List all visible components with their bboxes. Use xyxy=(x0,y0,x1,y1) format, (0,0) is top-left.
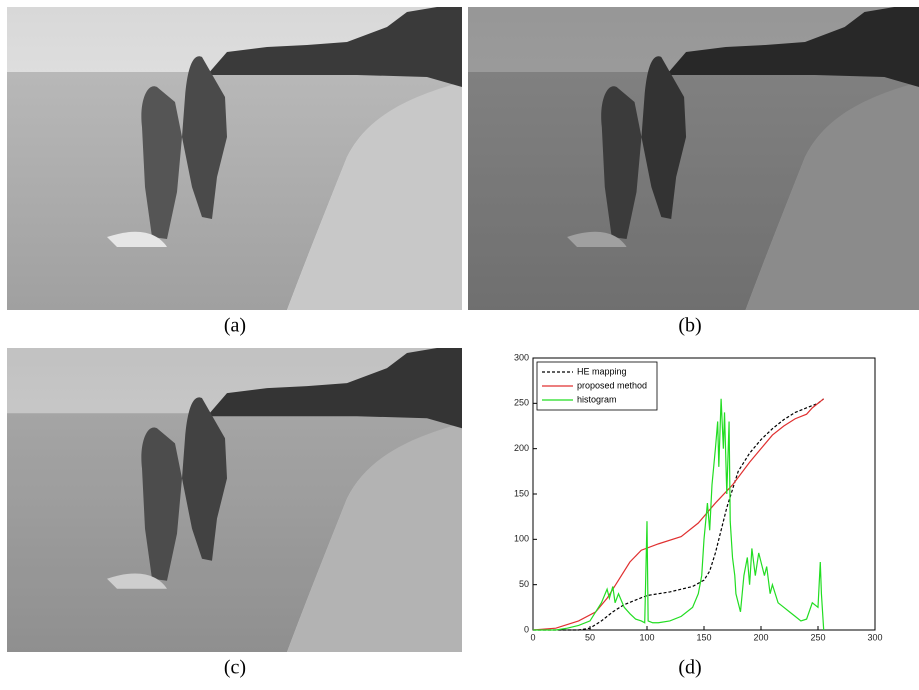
caption: (b) xyxy=(678,315,701,337)
sand xyxy=(287,423,462,652)
trees xyxy=(207,348,462,429)
series-line xyxy=(533,398,825,631)
y-tick-label: 200 xyxy=(514,443,529,453)
shade xyxy=(468,7,919,310)
shade xyxy=(7,348,462,652)
person xyxy=(141,427,182,581)
y-tick-label: 150 xyxy=(514,488,529,498)
trees xyxy=(666,7,919,87)
y-tick-label: 250 xyxy=(514,398,529,408)
y-tick-label: 300 xyxy=(514,352,529,362)
x-tick-label: 300 xyxy=(867,632,882,642)
caption: (a) xyxy=(224,315,246,337)
x-tick-label: 250 xyxy=(810,632,825,642)
photo xyxy=(7,348,462,652)
photo xyxy=(7,7,462,310)
chart: 0 50 100 150 200 250 300 0 50 100 150 200 250 300 HE m… xyxy=(514,352,883,642)
y-tick-label: 100 xyxy=(514,534,529,544)
x-tick-label: 100 xyxy=(639,632,654,642)
legend-label: proposed method xyxy=(577,380,647,390)
x-tick-label: 200 xyxy=(753,632,768,642)
person xyxy=(641,56,687,219)
legend-label: histogram xyxy=(577,394,617,404)
sand xyxy=(745,82,919,310)
person xyxy=(601,86,642,239)
person xyxy=(182,56,227,219)
x-tick-label: 150 xyxy=(696,632,711,642)
foam xyxy=(567,231,627,247)
person xyxy=(141,86,182,239)
foam xyxy=(107,573,167,589)
water xyxy=(468,72,919,310)
photo xyxy=(468,7,919,310)
caption: (d) xyxy=(678,657,701,679)
water xyxy=(7,72,462,310)
series-line xyxy=(532,398,825,631)
water xyxy=(7,413,462,652)
legend-label: HE mapping xyxy=(577,366,627,376)
foam xyxy=(107,231,167,247)
x-tick-label: 0 xyxy=(530,632,535,642)
trees xyxy=(207,7,462,87)
y-tick-label: 50 xyxy=(519,579,529,589)
person xyxy=(182,397,227,561)
sand xyxy=(287,82,462,310)
caption: (c) xyxy=(224,657,246,679)
x-tick-label: 50 xyxy=(585,632,595,642)
series-line xyxy=(533,398,825,631)
y-tick-label: 0 xyxy=(524,624,529,634)
